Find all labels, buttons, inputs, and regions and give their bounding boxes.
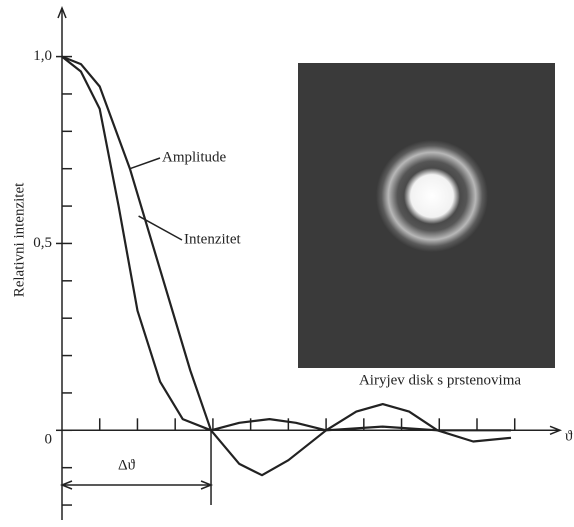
leader-line [138,215,183,241]
leader-line [129,157,161,170]
y-tick-label: 0,5 [33,235,52,251]
y-axis-arrow [57,5,67,19]
series-label: Intenzitet [184,231,241,247]
x-axis-label: ϑ [565,428,573,444]
y-axis-label: Relativni intenzitet [11,182,27,297]
series-label: Amplitude [162,149,227,165]
y-tick-label: 1,0 [33,48,52,64]
span-head [59,480,214,490]
series-line [61,55,512,477]
series-line [61,55,511,432]
span-label: Δϑ [118,457,136,473]
airy-disk [376,140,488,252]
y-tick-label: 0 [45,432,53,448]
caption: Airyjev disk s prstenovima [359,372,521,388]
x-axis-arrow [549,425,563,436]
